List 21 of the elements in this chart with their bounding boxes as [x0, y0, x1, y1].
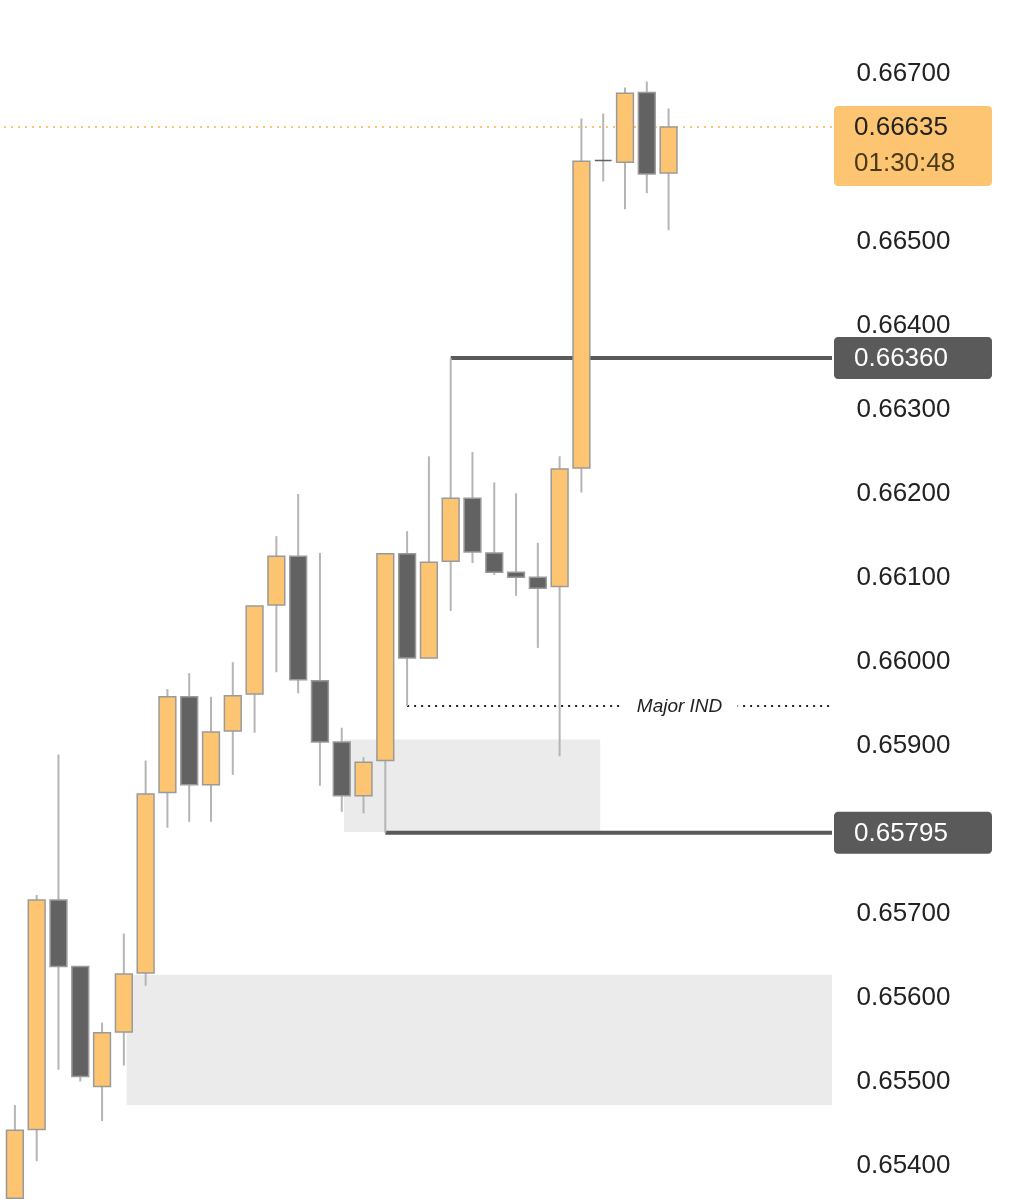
y-tick-label: 0.66500: [856, 224, 951, 255]
ref-line-label: Major IND: [636, 694, 723, 716]
y-tick-label: 0.65400: [856, 1149, 951, 1180]
y-tick-label: 0.65500: [856, 1065, 951, 1096]
ref-line-label: 0.66635: [854, 110, 948, 141]
y-tick-label: 0.65700: [856, 897, 951, 928]
text: 01:30:48: [854, 146, 956, 177]
ref-line-label: 0.65795: [854, 816, 948, 847]
candlestick: [485, 481, 504, 576]
y-tick-label: 0.65600: [856, 981, 951, 1012]
y-tick-label: 0.66300: [856, 392, 951, 423]
y-tick-label: 0.66200: [856, 476, 951, 507]
candlestick: [594, 112, 613, 183]
y-tick-label: 0.66100: [856, 560, 951, 591]
y-tick-label: 0.66700: [856, 56, 951, 87]
y-tick-label: 0.66000: [856, 645, 951, 675]
candlestick: [506, 492, 526, 597]
candlestick: [528, 541, 547, 649]
ref-line-label: 0.66360: [854, 341, 948, 372]
y-tick-label: 0.66400: [856, 308, 951, 339]
y-tick-label: 0.65900: [856, 729, 951, 760]
